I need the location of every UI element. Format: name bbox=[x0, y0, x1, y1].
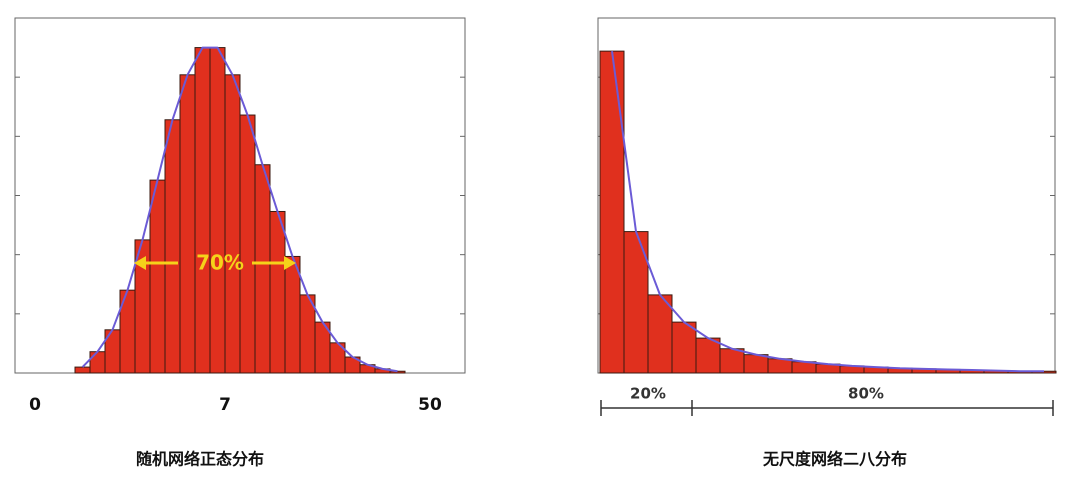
bar bbox=[224, 74, 241, 374]
bar bbox=[743, 354, 769, 374]
fit-curve bbox=[611, 51, 1044, 373]
bar bbox=[164, 119, 181, 374]
arrow-head bbox=[284, 256, 296, 270]
chart-title: 无尺度网络二八分布 bbox=[762, 450, 907, 469]
bar bbox=[179, 74, 196, 374]
bar bbox=[695, 337, 721, 374]
annotation: 80% bbox=[848, 385, 884, 403]
bar bbox=[89, 351, 106, 374]
arrow-head bbox=[134, 256, 146, 270]
bar bbox=[254, 164, 271, 374]
fit-curve bbox=[81, 46, 398, 373]
x-tick-label: 50 bbox=[418, 395, 442, 415]
bar bbox=[719, 348, 745, 374]
bar bbox=[767, 358, 793, 374]
bar bbox=[299, 294, 316, 374]
annotation: 20% bbox=[630, 385, 666, 403]
bar bbox=[389, 370, 406, 374]
bar bbox=[74, 366, 91, 374]
bar bbox=[269, 210, 286, 374]
bar bbox=[671, 321, 697, 374]
x-tick-label: 7 bbox=[219, 395, 231, 415]
annotation: 70% bbox=[196, 251, 244, 275]
bar bbox=[194, 47, 211, 374]
bar bbox=[284, 255, 301, 374]
chart-title: 随机网络正态分布 bbox=[136, 450, 264, 469]
bar bbox=[209, 47, 226, 374]
bar bbox=[239, 114, 256, 374]
bar bbox=[647, 294, 673, 374]
bar bbox=[599, 50, 625, 374]
x-tick-label: 0 bbox=[29, 395, 41, 415]
bar bbox=[149, 179, 166, 374]
